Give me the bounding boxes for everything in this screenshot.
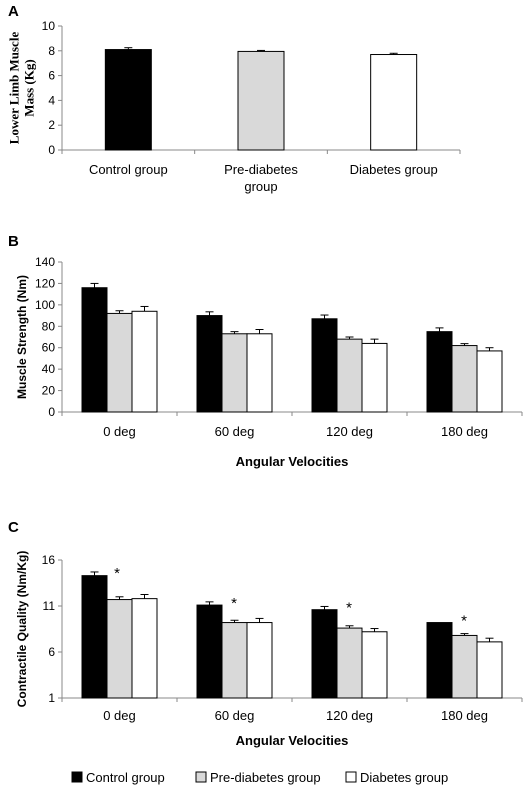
x-axis-label: Angular Velocities xyxy=(236,454,349,469)
legend-swatch xyxy=(195,771,207,783)
y-tick-label: 20 xyxy=(42,384,56,398)
legend-swatch xyxy=(71,771,83,783)
legend-label: Diabetes group xyxy=(360,770,448,785)
y-tick-label: 2 xyxy=(48,118,55,132)
y-tick-label: 1 xyxy=(48,691,55,705)
panel-letter: A xyxy=(8,3,19,20)
y-tick-label: 10 xyxy=(42,19,56,33)
bar xyxy=(81,287,108,413)
panel-letter: B xyxy=(8,233,19,250)
x-tick-label: 0 deg xyxy=(103,708,136,723)
significance-marker: * xyxy=(114,565,120,582)
x-axis-label: Angular Velocities xyxy=(236,733,349,748)
y-axis-label: Lower Limb Muscle Mass (Kg) xyxy=(7,32,37,145)
significance-marker: * xyxy=(231,595,237,612)
bar xyxy=(221,622,248,699)
y-tick-label: 80 xyxy=(42,319,56,333)
bar xyxy=(246,622,273,699)
y-tick-label: 60 xyxy=(42,341,56,355)
x-tick-label: group xyxy=(244,179,277,194)
panel-a: A 0 2 4 6 8 10 Lower Limb Muscle Mass (Kg) Contro… xyxy=(7,3,461,194)
bar xyxy=(221,333,248,413)
bar xyxy=(336,338,363,413)
bar xyxy=(476,350,503,413)
bar xyxy=(476,641,503,699)
bar xyxy=(196,604,223,699)
bar xyxy=(451,634,478,699)
bar xyxy=(106,599,133,699)
x-tick-label: 60 deg xyxy=(215,708,255,723)
y-tick-label: 16 xyxy=(42,553,56,567)
bar xyxy=(311,318,338,413)
bar xyxy=(246,333,273,413)
legend-label: Control group xyxy=(86,770,165,785)
bar xyxy=(131,310,158,413)
bar xyxy=(237,50,285,151)
bar xyxy=(311,609,338,699)
bar xyxy=(426,622,453,699)
bar xyxy=(196,315,223,413)
bar xyxy=(131,598,158,699)
bar xyxy=(370,54,418,151)
x-tick-label: 180 deg xyxy=(441,424,488,439)
y-axis-label-line: Muscle Strength (Nm) xyxy=(15,275,29,399)
legend-label: Pre-diabetes group xyxy=(210,770,321,785)
bar xyxy=(361,631,388,699)
bar xyxy=(81,575,108,699)
y-tick-label: 11 xyxy=(43,599,56,613)
y-tick-label: 0 xyxy=(48,405,55,419)
y-tick-label: 140 xyxy=(35,255,55,269)
x-tick-label: Pre-diabetes xyxy=(224,162,298,177)
x-tick-label: 60 deg xyxy=(215,424,255,439)
bar xyxy=(104,49,152,151)
y-axis-label-line: Contractile Quality (Nm/Kg) xyxy=(15,551,29,708)
panel-letter: C xyxy=(8,519,19,536)
bar xyxy=(336,627,363,699)
y-tick-label: 120 xyxy=(35,276,55,290)
y-tick-label: 8 xyxy=(48,44,55,58)
y-axis-label-line: Lower Limb Muscle xyxy=(7,32,22,145)
x-tick-label: 120 deg xyxy=(326,708,373,723)
y-axis-label: Muscle Strength (Nm) xyxy=(15,275,29,399)
x-tick-label: 120 deg xyxy=(326,424,373,439)
panel-b: B 0 20 40 60 80 100 120 140 Muscle Strength (Nm) A… xyxy=(8,233,523,469)
significance-marker: * xyxy=(346,599,352,616)
legend: Control group Pre-diabetes group Diabetes … xyxy=(71,770,448,785)
y-tick-label: 0 xyxy=(48,143,55,157)
x-tick-label: Control group xyxy=(89,162,168,177)
bar xyxy=(106,312,133,413)
y-axis-label: Contractile Quality (Nm/Kg) xyxy=(15,551,29,708)
x-tick-label: 0 deg xyxy=(103,424,136,439)
y-tick-label: 6 xyxy=(48,69,55,83)
y-axis-label-line: Mass (Kg) xyxy=(22,59,37,116)
y-tick-label: 40 xyxy=(42,362,56,376)
y-tick-label: 4 xyxy=(48,93,55,107)
bar xyxy=(361,342,388,413)
bar xyxy=(451,345,478,413)
x-tick-label: 180 deg xyxy=(441,708,488,723)
y-tick-label: 100 xyxy=(35,298,55,312)
legend-swatch xyxy=(345,771,357,783)
significance-marker: * xyxy=(461,613,467,630)
y-tick-label: 6 xyxy=(48,645,55,659)
bar xyxy=(426,331,453,413)
x-tick-label: Diabetes group xyxy=(350,162,438,177)
